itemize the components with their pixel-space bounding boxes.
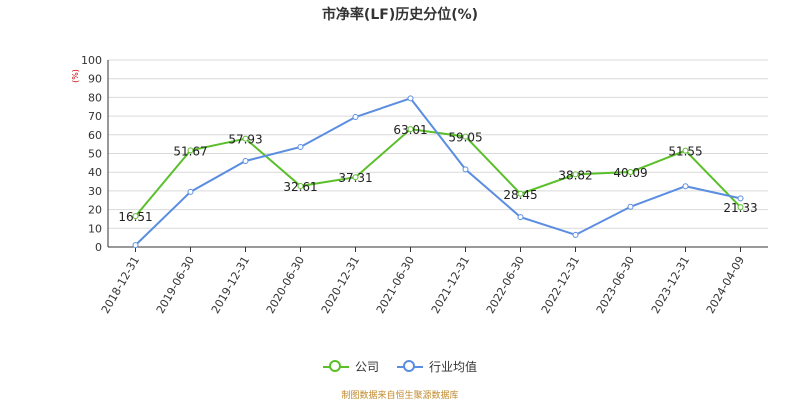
y-tick-label: 90 xyxy=(88,73,102,86)
series-point-1[interactable] xyxy=(462,166,469,173)
series-point-0[interactable] xyxy=(297,183,304,190)
y-tick-label: 20 xyxy=(88,204,102,217)
legend-label-company: 公司 xyxy=(354,360,379,374)
series-point-1[interactable] xyxy=(132,242,139,249)
y-tick-label: 10 xyxy=(88,222,102,235)
series-point-0[interactable] xyxy=(352,174,359,181)
y-tick-label: 0 xyxy=(95,241,102,254)
x-tick-label: 2024-04-09 xyxy=(704,254,747,316)
series-point-0[interactable] xyxy=(737,204,744,211)
series-point-0[interactable] xyxy=(627,169,634,176)
series-point-1[interactable] xyxy=(627,203,634,210)
series-point-1[interactable] xyxy=(517,214,524,221)
data-label: 32.61 xyxy=(283,180,317,194)
y-tick-label: 30 xyxy=(88,185,102,198)
series-point-0[interactable] xyxy=(462,133,469,140)
legend-swatch-company xyxy=(322,359,349,374)
data-label: 51.55 xyxy=(668,145,702,159)
series-point-0[interactable] xyxy=(132,213,139,220)
series-point-1[interactable] xyxy=(737,195,744,202)
y-tick-label: 70 xyxy=(88,110,102,123)
series-point-0[interactable] xyxy=(187,147,194,154)
data-labels: 16.51 51.67 57.93 32.61 37.31 63.01 59.05 28.45… xyxy=(118,123,757,224)
x-tick-label: 2018-12-31 xyxy=(99,254,142,316)
y-tick-label: 40 xyxy=(88,166,102,179)
x-tick-label: 2019-06-30 xyxy=(154,254,197,316)
series-point-1[interactable] xyxy=(407,95,414,102)
x-tick-labels: 2018-12-31 2019-06-30 2019-12-31 2020-06-30… xyxy=(99,254,747,316)
series-point-1[interactable] xyxy=(242,157,249,164)
y-tick-label: 50 xyxy=(88,148,102,161)
series-point-1[interactable] xyxy=(572,231,579,238)
legend: 公司 行业均值 xyxy=(0,358,800,375)
legend-swatch-industry xyxy=(397,359,423,374)
y-axis-label: (%) xyxy=(71,69,80,83)
data-label: 38.82 xyxy=(558,168,592,182)
y-tick-label: 100 xyxy=(81,54,102,67)
data-label: 28.45 xyxy=(503,188,537,202)
x-tick-label: 2023-06-30 xyxy=(594,254,637,316)
x-tick-label: 2023-12-31 xyxy=(649,254,692,316)
data-source-note: 制图数据来自恒生聚源数据库 xyxy=(341,391,459,401)
x-tick-label: 2022-06-30 xyxy=(484,254,527,316)
series-point-0[interactable] xyxy=(682,147,689,154)
data-label: 63.01 xyxy=(393,123,427,137)
series-point-1[interactable] xyxy=(352,114,359,121)
series-point-0[interactable] xyxy=(242,135,249,142)
x-tick-label: 2020-06-30 xyxy=(264,254,307,316)
series-point-0[interactable] xyxy=(517,190,524,197)
data-label: 21.33 xyxy=(723,201,757,215)
x-tick-label: 2019-12-31 xyxy=(209,254,252,316)
data-label: 57.93 xyxy=(228,133,262,147)
data-label: 59.05 xyxy=(448,131,482,145)
data-label: 51.67 xyxy=(173,144,207,158)
x-tick-label: 2021-06-30 xyxy=(374,254,417,316)
y-tick-labels: 0 10 20 30 40 50 60 70 80 90 100 xyxy=(81,54,102,254)
series-line-1 xyxy=(134,97,741,246)
series-point-1[interactable] xyxy=(682,183,689,190)
x-tick-label: 2022-12-31 xyxy=(539,254,582,316)
y-tick-label: 60 xyxy=(88,129,102,142)
series-point-1[interactable] xyxy=(187,188,194,195)
legend-label-industry: 行业均值 xyxy=(429,360,478,374)
data-label: 37.31 xyxy=(338,171,372,185)
series-point-0[interactable] xyxy=(407,126,414,133)
data-label: 40.09 xyxy=(613,166,647,180)
data-label: 16.51 xyxy=(118,210,152,224)
x-tick-label: 2021-12-31 xyxy=(429,254,472,316)
series-lines xyxy=(132,95,744,249)
chart-title: 市净率(LF)历史分位(%) xyxy=(321,7,479,23)
y-tick-label: 80 xyxy=(88,91,102,104)
axes xyxy=(107,60,768,252)
series-point-0[interactable] xyxy=(572,171,579,178)
legend-item-industry[interactable]: 行业均值 xyxy=(397,358,477,375)
series-point-1[interactable] xyxy=(297,143,304,150)
x-tick-label: 2020-12-31 xyxy=(319,254,362,316)
legend-item-company[interactable]: 公司 xyxy=(322,358,379,375)
